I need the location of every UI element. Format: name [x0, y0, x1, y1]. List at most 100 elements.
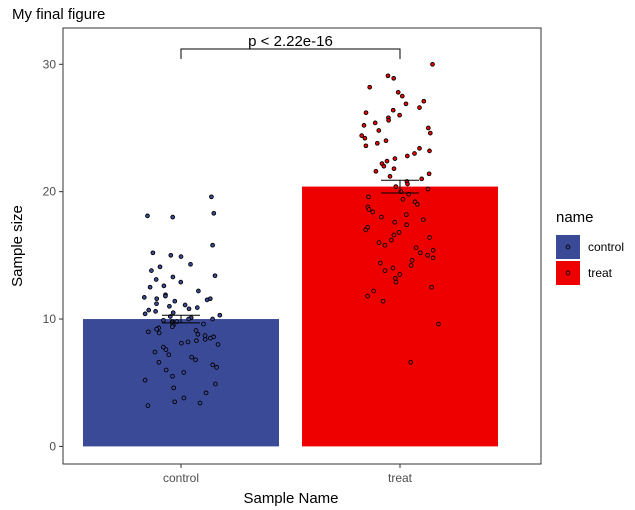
point-control [196, 288, 201, 294]
point-treat [382, 268, 388, 273]
point-treat [379, 214, 384, 220]
legend-key-point-treat [565, 270, 571, 276]
point-control [163, 367, 169, 373]
point-control [213, 381, 218, 387]
y-tick-label: 20 [43, 185, 57, 199]
point-treat [419, 176, 425, 182]
point-control [156, 359, 162, 365]
point-control [202, 333, 208, 338]
point-treat [367, 84, 373, 90]
point-treat [377, 260, 383, 266]
point-treat [413, 245, 419, 251]
point-control [194, 338, 199, 344]
point-treat [384, 158, 390, 164]
point-treat [383, 138, 389, 144]
point-control [210, 242, 215, 248]
point-treat [363, 143, 369, 149]
point-control [154, 301, 159, 307]
point-control [212, 273, 218, 279]
point-treat [393, 279, 399, 285]
point-treat [359, 133, 365, 138]
point-control [170, 373, 175, 379]
point-treat [382, 242, 388, 248]
chart-title: My final figure [12, 6, 105, 23]
point-control [171, 385, 177, 391]
point-control [146, 329, 151, 335]
point-treat [362, 135, 368, 141]
legend-key-point-control [565, 244, 571, 250]
point-treat [372, 120, 378, 126]
legend-label-control: control [588, 240, 624, 254]
point-treat [392, 275, 398, 281]
point-treat [361, 123, 367, 128]
point-control [142, 311, 148, 317]
point-control [156, 330, 162, 336]
point-control [193, 328, 199, 333]
plot-area: p < 2.22e-16 [83, 33, 498, 447]
point-control [154, 296, 160, 302]
point-control [210, 362, 216, 368]
point-control [208, 335, 213, 341]
point-control [163, 293, 168, 299]
point-treat [417, 146, 422, 151]
point-treat [417, 250, 423, 256]
point-treat [371, 288, 376, 294]
point-control [181, 370, 187, 375]
point-control [170, 214, 176, 220]
point-treat [391, 232, 397, 238]
point-treat [426, 171, 432, 177]
point-treat [408, 359, 414, 365]
point-treat [365, 293, 370, 299]
point-control [172, 298, 178, 304]
point-treat [409, 258, 415, 263]
point-control [142, 377, 148, 383]
point-control [146, 307, 152, 313]
point-control [214, 365, 219, 370]
point-treat [425, 125, 431, 131]
point-treat [436, 321, 441, 327]
point-treat [414, 202, 420, 207]
point-treat [405, 181, 410, 187]
point-control [188, 261, 193, 267]
point-treat [392, 219, 398, 225]
point-treat [427, 130, 433, 136]
x-tick-label-treat: treat [388, 471, 413, 485]
point-treat [390, 265, 396, 271]
point-control [179, 340, 184, 346]
point-treat [400, 196, 406, 202]
point-treat [386, 117, 391, 123]
point-control [170, 310, 176, 316]
point-control [157, 264, 163, 270]
point-treat [385, 73, 391, 79]
point-treat [397, 272, 403, 277]
point-control [202, 337, 208, 342]
y-tick-label: 30 [43, 57, 57, 71]
point-control [168, 252, 174, 258]
point-treat [395, 89, 401, 95]
point-treat [404, 222, 409, 228]
point-control [181, 395, 187, 401]
point-control [210, 316, 215, 322]
point-treat [421, 98, 427, 104]
point-control [178, 279, 184, 285]
point-treat [412, 151, 417, 156]
point-treat [363, 110, 369, 116]
point-control [201, 321, 206, 327]
point-control [197, 400, 203, 406]
point-control [194, 305, 200, 310]
point-treat [396, 230, 402, 235]
point-control [209, 194, 214, 200]
point-control [189, 354, 194, 360]
point-control [203, 390, 209, 396]
point-treat [391, 75, 397, 81]
point-treat [403, 101, 409, 107]
point-control [149, 268, 154, 273]
point-control [147, 284, 153, 290]
point-control [145, 213, 150, 219]
point-treat [370, 209, 376, 215]
point-treat [393, 184, 399, 189]
point-treat [425, 186, 431, 192]
panel-border [62, 27, 542, 465]
point-control [161, 283, 167, 289]
point-control [185, 339, 191, 345]
